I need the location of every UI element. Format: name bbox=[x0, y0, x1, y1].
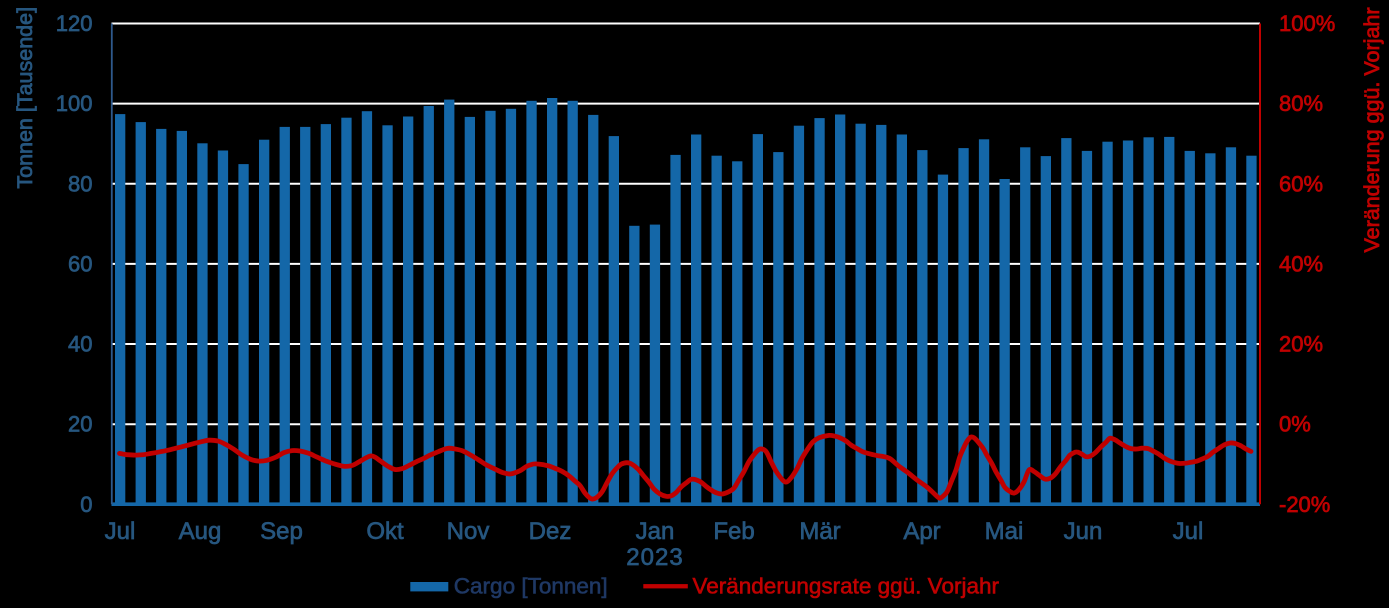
svg-text:120: 120 bbox=[56, 11, 93, 36]
svg-text:Mai: Mai bbox=[985, 518, 1024, 545]
svg-text:Mär: Mär bbox=[799, 518, 840, 545]
svg-text:0%: 0% bbox=[1279, 412, 1311, 437]
svg-text:Jun: Jun bbox=[1064, 518, 1103, 545]
svg-text:Apr: Apr bbox=[903, 518, 940, 545]
svg-text:Cargo [Tonnen]: Cargo [Tonnen] bbox=[454, 574, 608, 599]
svg-text:40: 40 bbox=[68, 332, 92, 357]
svg-text:Veränderung ggü. Vorjahr: Veränderung ggü. Vorjahr bbox=[1360, 7, 1384, 252]
svg-text:Jul: Jul bbox=[105, 518, 136, 545]
svg-text:Jan: Jan bbox=[636, 518, 675, 545]
svg-text:20: 20 bbox=[68, 412, 92, 437]
svg-text:40%: 40% bbox=[1279, 251, 1323, 276]
svg-text:-20%: -20% bbox=[1279, 492, 1330, 517]
svg-text:Tonnen [Tausende]: Tonnen [Tausende] bbox=[13, 7, 37, 189]
svg-text:Feb: Feb bbox=[713, 518, 754, 545]
svg-text:Dez: Dez bbox=[529, 518, 572, 545]
svg-text:80%: 80% bbox=[1279, 91, 1323, 116]
svg-text:Okt: Okt bbox=[366, 518, 404, 545]
svg-text:80: 80 bbox=[68, 171, 92, 196]
svg-text:60: 60 bbox=[68, 251, 92, 276]
svg-text:100: 100 bbox=[56, 91, 93, 116]
svg-text:20%: 20% bbox=[1279, 332, 1323, 357]
svg-text:2023: 2023 bbox=[626, 544, 683, 571]
svg-text:0: 0 bbox=[80, 492, 92, 517]
svg-text:Veränderungsrate ggü. Vorjahr: Veränderungsrate ggü. Vorjahr bbox=[693, 574, 1000, 599]
svg-text:Jul: Jul bbox=[1173, 518, 1204, 545]
svg-text:60%: 60% bbox=[1279, 171, 1323, 196]
svg-text:Aug: Aug bbox=[179, 518, 222, 545]
svg-text:Nov: Nov bbox=[447, 518, 490, 545]
svg-text:100%: 100% bbox=[1279, 11, 1335, 36]
svg-text:Sep: Sep bbox=[260, 518, 303, 545]
